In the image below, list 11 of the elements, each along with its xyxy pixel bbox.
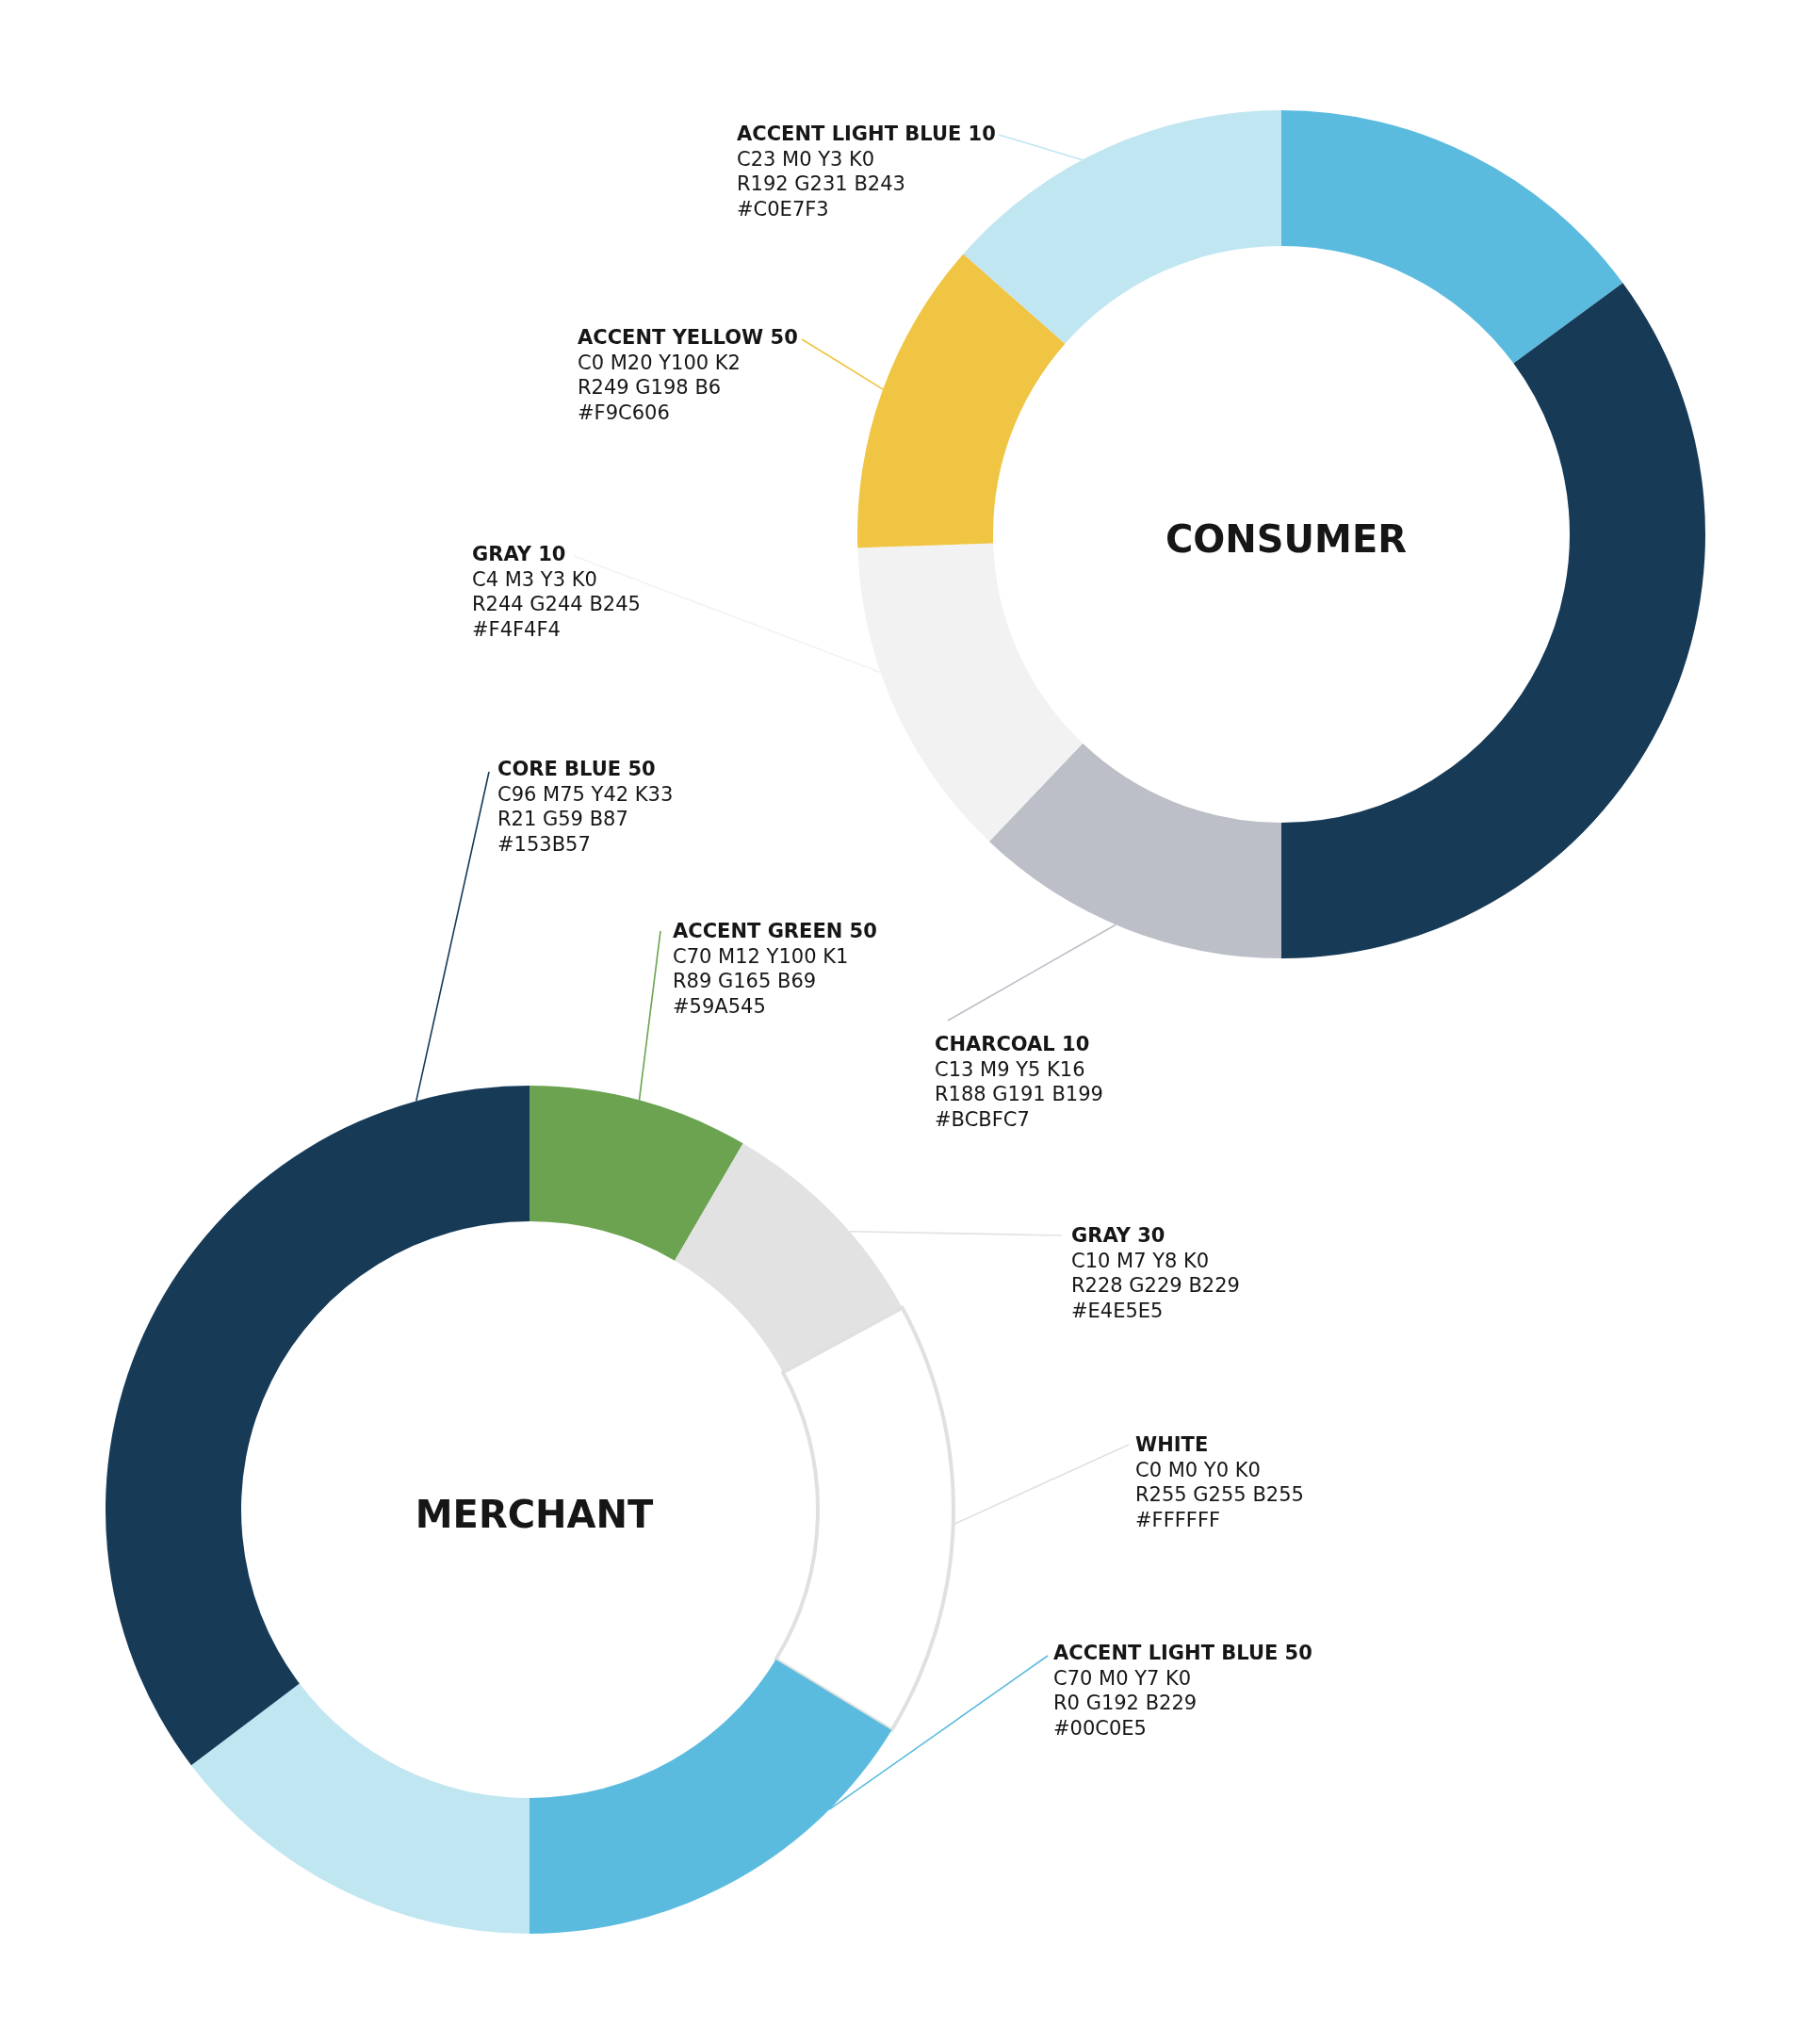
slice-label: GRAY 30 C10 M7 Y8 K0 R228 G229 B229 #E4E5E5 bbox=[1071, 1224, 1240, 1322]
slice-label: GRAY 10 C4 M3 Y3 K0 R244 G244 B245 #F4F4F4 bbox=[472, 543, 641, 641]
slice-label: ACCENT YELLOW 50 C0 M20 Y100 K2 R249 G198 B6 #F9C606 bbox=[578, 326, 798, 424]
text: CONSUMER bbox=[1165, 517, 1408, 561]
slice-label: ACCENT GREEN 50 C70 M12 Y100 K1 R89 G165 B69 #59A545 bbox=[673, 920, 877, 1018]
slice-label: CORE BLUE 50 C96 M75 Y42 K33 R21 G59 B87 #153B57 bbox=[497, 758, 674, 856]
text: MERCHANT bbox=[415, 1493, 654, 1536]
slice-label: CHARCOAL 10 C13 M9 Y5 K16 R188 G191 B199 #BCBFC7 bbox=[935, 1033, 1103, 1131]
slice-label: ACCENT LIGHT BLUE 10 C23 M0 Y3 K0 R192 G231 B243 #C0E7F3 bbox=[737, 123, 996, 221]
slice-label: ACCENT LIGHT BLUE 50 C70 M0 Y7 K0 R0 G192 B229 #00C0E5 bbox=[1053, 1642, 1312, 1740]
slice-label: WHITE C0 M0 Y0 K0 R255 G255 B255 #FFFFFF bbox=[1135, 1433, 1304, 1531]
